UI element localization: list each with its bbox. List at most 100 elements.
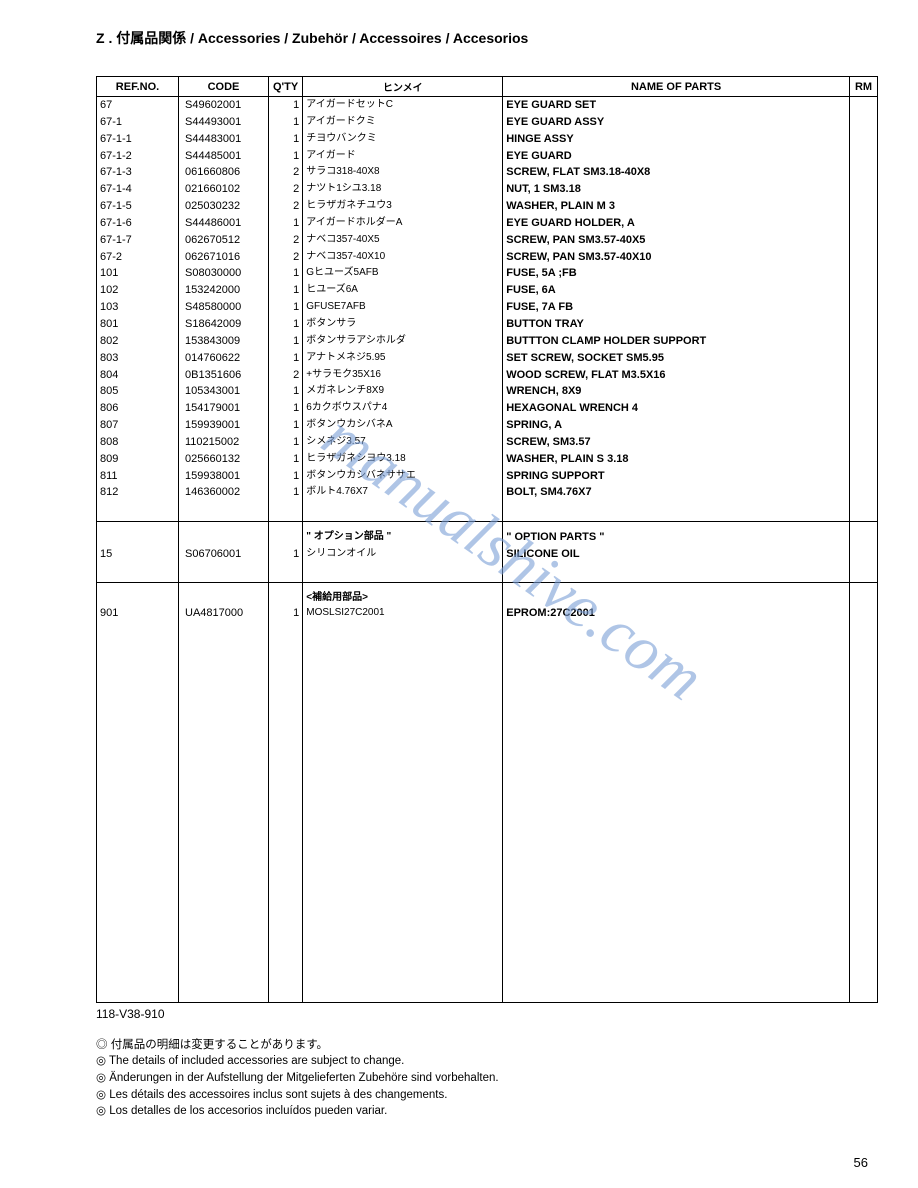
table-row: 1021532420001ヒユーズ6AFUSE, 6A — [97, 282, 878, 299]
cell-ref: 67-1 — [97, 114, 179, 131]
cell-qty: 1 — [269, 131, 303, 148]
table-row: 101S080300001Gヒユーズ5AFBFUSE, 5A ;FB — [97, 265, 878, 282]
cell-ref: 808 — [97, 434, 179, 451]
cell-jp: ナツト1シユ3.18 — [303, 181, 503, 198]
cell-qty: 1 — [269, 97, 303, 114]
table-header-row: REF.NO. CODE Q'TY ヒンメイ NAME OF PARTS RM — [97, 77, 878, 97]
cell-name: WASHER, PLAIN M 3 — [503, 198, 850, 215]
cell-jp: MOSLSI27C2001 — [303, 605, 503, 622]
table-row: 67-1-2S444850011アイガードEYE GUARD — [97, 148, 878, 165]
cell-ref: 901 — [97, 605, 179, 622]
header-rm: RM — [850, 77, 878, 97]
page-number: 56 — [854, 1155, 868, 1170]
cell-code: 014760622 — [179, 350, 269, 367]
cell-jp: ヒラザガネシヨウ3.18 — [303, 451, 503, 468]
cell-qty: 1 — [269, 383, 303, 400]
cell-jp: チヨウバンクミ — [303, 131, 503, 148]
cell-ref: 67-1-2 — [97, 148, 179, 165]
cell-rm — [850, 605, 878, 622]
cell-code: 159938001 — [179, 468, 269, 485]
footnote-line: ◎ The details of included accessories ar… — [96, 1053, 878, 1070]
cell-name: SILICONE OIL — [503, 546, 850, 563]
cell-rm — [850, 164, 878, 181]
cell-qty: 1 — [269, 350, 303, 367]
cell-rm — [850, 114, 878, 131]
cell-ref: 809 — [97, 451, 179, 468]
cell-rm — [850, 400, 878, 417]
header-jp: ヒンメイ — [303, 77, 503, 97]
cell-code: S18642009 — [179, 316, 269, 333]
cell-rm — [850, 97, 878, 114]
table-row: 901UA48170001MOSLSI27C2001EPROM:27C2001 — [97, 605, 878, 622]
cell-jp: Gヒユーズ5AFB — [303, 265, 503, 282]
cell-name: EYE GUARD HOLDER, A — [503, 215, 850, 232]
cell-name: SPRING SUPPORT — [503, 468, 850, 485]
cell-jp: サラコ318-40X8 — [303, 164, 503, 181]
cell-name: WASHER, PLAIN S 3.18 — [503, 451, 850, 468]
cell-rm — [850, 434, 878, 451]
cell-name: BUTTON TRAY — [503, 316, 850, 333]
cell-rm — [850, 350, 878, 367]
cell-rm — [850, 484, 878, 501]
cell-qty: 1 — [269, 148, 303, 165]
header-ref: REF.NO. — [97, 77, 179, 97]
cell-jp: アイガード — [303, 148, 503, 165]
table-row: 8071599390011ボタンウカシバネASPRING, A — [97, 417, 878, 434]
footnote-line: ◎ Änderungen in der Aufstellung der Mitg… — [96, 1070, 878, 1087]
cell-name: EYE GUARD — [503, 148, 850, 165]
cell-rm — [850, 383, 878, 400]
cell-ref: 812 — [97, 484, 179, 501]
cell-ref: 101 — [97, 265, 179, 282]
cell-jp: ナベコ357-40X5 — [303, 232, 503, 249]
footnote-line: ◎ Les détails des accessoires inclus son… — [96, 1087, 878, 1104]
section-header-row: <補給用部品> — [97, 582, 878, 605]
table-row: 8090256601321ヒラザガネシヨウ3.18WASHER, PLAIN S… — [97, 451, 878, 468]
cell-qty: 1 — [269, 400, 303, 417]
cell-ref: 807 — [97, 417, 179, 434]
cell-jp: メガネレンチ8X9 — [303, 383, 503, 400]
table-row: 67-1-50250302322ヒラザガネチユウ3WASHER, PLAIN M… — [97, 198, 878, 215]
cell-rm — [850, 546, 878, 563]
cell-ref: 806 — [97, 400, 179, 417]
cell-ref: 811 — [97, 468, 179, 485]
cell-qty: 1 — [269, 434, 303, 451]
table-row: 80615417900116カクボウスパナ4HEXAGONAL WRENCH 4 — [97, 400, 878, 417]
cell-rm — [850, 148, 878, 165]
footnote-line: ◎ Los detalles de los accesorios incluíd… — [96, 1103, 878, 1120]
cell-jp: GFUSE7AFB — [303, 299, 503, 316]
section-header-en — [503, 582, 850, 605]
cell-rm — [850, 282, 878, 299]
page-title: Z . 付属品関係 / Accessories / Zubehör / Acce… — [96, 28, 878, 48]
cell-code: S06706001 — [179, 546, 269, 563]
table-row: 8051053430011メガネレンチ8X9WRENCH, 8X9 — [97, 383, 878, 400]
cell-qty: 2 — [269, 198, 303, 215]
cell-jp: ボルト4.76X7 — [303, 484, 503, 501]
cell-qty: 1 — [269, 114, 303, 131]
cell-rm — [850, 299, 878, 316]
document-number: 118-V38-910 — [96, 1007, 878, 1021]
cell-name: NUT, 1 SM3.18 — [503, 181, 850, 198]
cell-code: 110215002 — [179, 434, 269, 451]
cell-code: 021660102 — [179, 181, 269, 198]
cell-qty: 1 — [269, 546, 303, 563]
cell-code: 062671016 — [179, 249, 269, 266]
cell-ref: 67 — [97, 97, 179, 114]
table-row: 67-1-6S444860011アイガードホルダーAEYE GUARD HOLD… — [97, 215, 878, 232]
footnote-line: ◎ 付属品の明細は変更することがあります。 — [96, 1037, 878, 1054]
cell-jp: アナトメネジ5.95 — [303, 350, 503, 367]
table-row: 67-1-70626705122ナベコ357-40X5SCREW, PAN SM… — [97, 232, 878, 249]
cell-jp: シリコンオイル — [303, 546, 503, 563]
cell-jp: アイガードセットC — [303, 97, 503, 114]
cell-code: 061660806 — [179, 164, 269, 181]
cell-name: FUSE, 5A ;FB — [503, 265, 850, 282]
cell-ref: 804 — [97, 367, 179, 384]
cell-qty: 2 — [269, 367, 303, 384]
table-row: 67S496020011アイガードセットCEYE GUARD SET — [97, 97, 878, 114]
filler-row — [97, 622, 878, 1002]
cell-jp: シメネジ3.57 — [303, 434, 503, 451]
table-row: 8121463600021ボルト4.76X7BOLT, SM4.76X7 — [97, 484, 878, 501]
cell-qty: 2 — [269, 249, 303, 266]
cell-name: SPRING, A — [503, 417, 850, 434]
cell-qty: 1 — [269, 451, 303, 468]
section-header-en: " OPTION PARTS " — [503, 521, 850, 545]
